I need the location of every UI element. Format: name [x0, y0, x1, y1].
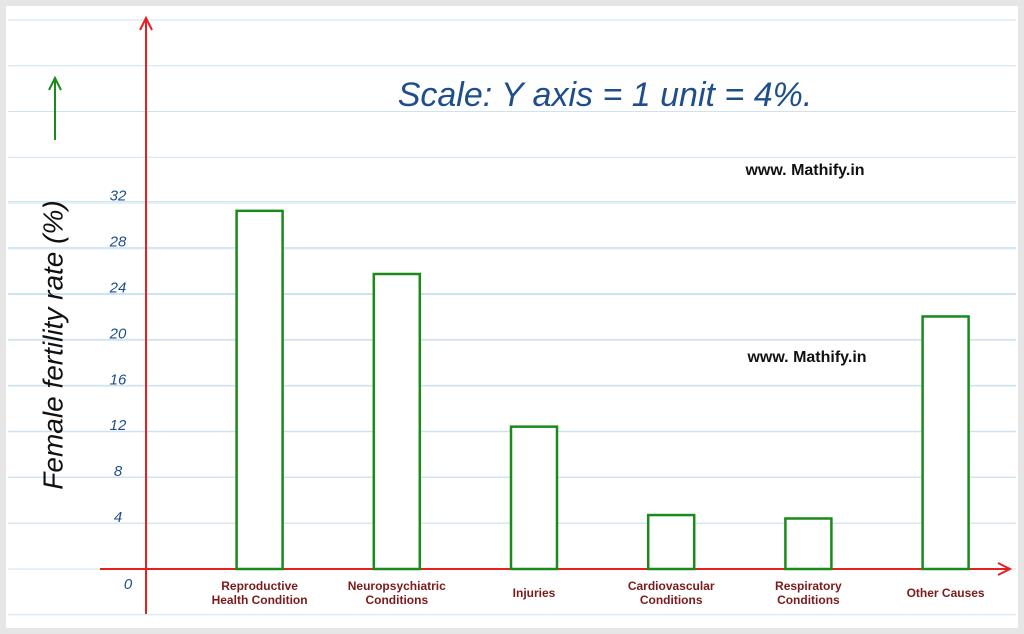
x-tick-label: Reproductive Health Condition: [211, 579, 308, 607]
y-tick-label: 20: [109, 325, 127, 342]
bar: [509, 425, 559, 571]
x-tick-label: Injuries: [512, 586, 556, 600]
watermark: www. Mathify.in: [744, 162, 864, 179]
y-tick-label: 4: [114, 509, 122, 526]
label-arrow: [48, 75, 62, 140]
y-tick-label: 12: [110, 417, 127, 434]
watermark: www. Mathify.in: [746, 349, 866, 366]
x-tick-label: Respiratory Conditions: [775, 579, 842, 607]
x-tick-label: Other Causes: [906, 586, 985, 600]
bar: [784, 517, 833, 571]
bar: [646, 513, 696, 571]
bar: [921, 315, 970, 571]
y-tick-label: 8: [114, 463, 123, 480]
y-tick-label: 16: [110, 371, 127, 388]
y-tick-label: 32: [110, 188, 127, 205]
y-tick-label: 0: [124, 576, 133, 593]
y-tick-label: 28: [109, 234, 127, 251]
x-tick-label: Neuropsychiatric Conditions: [347, 579, 446, 607]
y-tick-label: 24: [109, 279, 127, 296]
x-tick-label: Cardiovascular Conditions: [627, 579, 715, 607]
bar: [235, 209, 284, 571]
chart-title: Scale: Y axis = 1 unit = 4%.: [398, 76, 813, 114]
bar: [372, 272, 422, 571]
y-axis-label: Female fertility rate (%): [37, 200, 68, 489]
